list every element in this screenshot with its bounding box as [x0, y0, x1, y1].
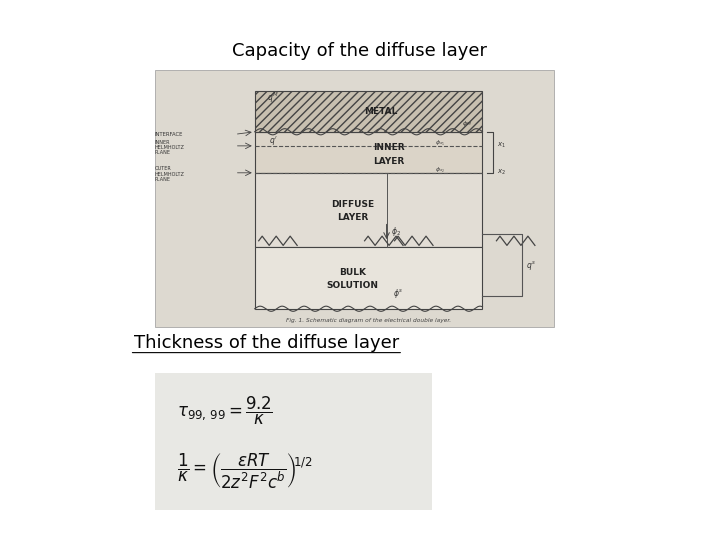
Bar — [155, 373, 432, 510]
Bar — [255, 247, 482, 309]
Text: HELMHOLTZ: HELMHOLTZ — [155, 172, 184, 177]
Text: $q^M$: $q^M$ — [266, 91, 279, 105]
Text: OUTER: OUTER — [155, 166, 171, 172]
Text: HELMHOLTZ: HELMHOLTZ — [155, 145, 184, 150]
Text: PLANE: PLANE — [155, 177, 171, 182]
Text: $\phi^s$: $\phi^s$ — [392, 287, 403, 300]
Text: $\tau_{99,\,99}$$= \dfrac{9.2}{\kappa}$: $\tau_{99,\,99}$$= \dfrac{9.2}{\kappa}$ — [177, 395, 273, 427]
Text: LAYER: LAYER — [337, 213, 368, 222]
Bar — [255, 132, 482, 173]
Text: $\phi_M$: $\phi_M$ — [462, 119, 472, 129]
Text: INNER: INNER — [155, 139, 171, 145]
Text: $\phi_2$: $\phi_2$ — [390, 225, 400, 238]
Text: $\phi_{x_1}$: $\phi_{x_1}$ — [435, 139, 445, 148]
Text: $q'$: $q'$ — [269, 134, 277, 147]
Text: LAYER: LAYER — [373, 157, 404, 166]
Text: BULK: BULK — [339, 268, 366, 278]
Text: $\dfrac{1}{\kappa} = \left(\dfrac{\varepsilon RT}{2z^2 F^2 c^b}\right)^{\!\!1/2}: $\dfrac{1}{\kappa} = \left(\dfrac{\varep… — [177, 452, 312, 491]
Bar — [155, 70, 554, 327]
Text: Capacity of the diffuse layer: Capacity of the diffuse layer — [233, 42, 487, 60]
Bar — [255, 173, 482, 247]
Text: PLANE: PLANE — [155, 150, 171, 155]
Text: Thickness of the diffuse layer: Thickness of the diffuse layer — [134, 334, 399, 352]
Text: METAL: METAL — [364, 107, 397, 116]
Text: $x_2$: $x_2$ — [498, 168, 506, 178]
Text: SOLUTION: SOLUTION — [327, 281, 379, 290]
Bar — [255, 91, 482, 132]
Text: $\phi_{x_2}$: $\phi_{x_2}$ — [435, 166, 445, 175]
Text: $x_1$: $x_1$ — [498, 141, 506, 151]
Text: $q^s$: $q^s$ — [526, 259, 536, 272]
Text: Fig. 1. Schematic diagram of the electrical double layer.: Fig. 1. Schematic diagram of the electri… — [286, 318, 451, 323]
Text: INNER: INNER — [373, 143, 405, 152]
Text: DIFFUSE: DIFFUSE — [331, 200, 374, 210]
Text: INTERFACE: INTERFACE — [155, 132, 183, 137]
